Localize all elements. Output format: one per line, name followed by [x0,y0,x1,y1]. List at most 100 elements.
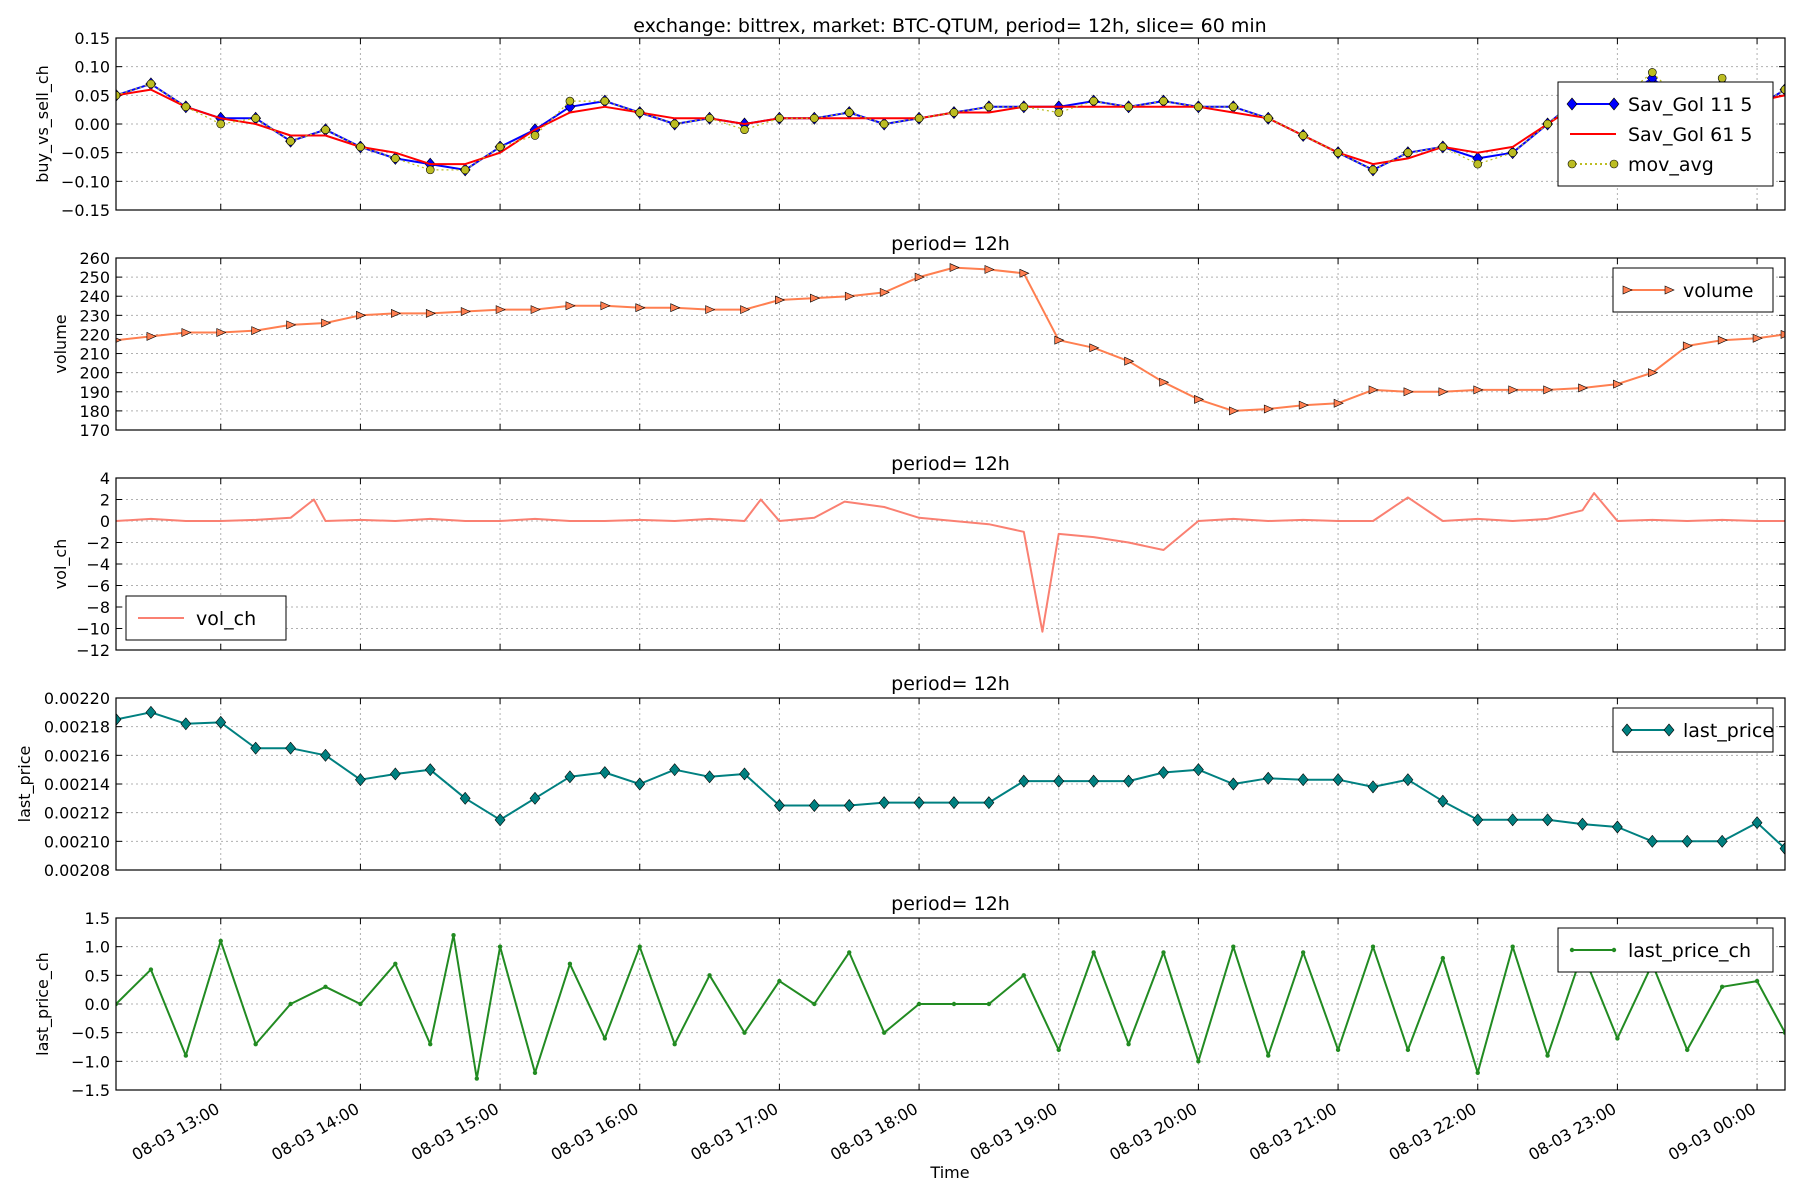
data-point [146,79,156,89]
data-point [181,328,192,337]
data-point [1263,404,1274,414]
y-tick-label: 0.0 [85,995,110,1014]
data-point [216,119,226,129]
data-point [389,767,401,781]
data-point [1300,950,1306,955]
y-tick-label: −10 [76,620,110,639]
legend-marker [1609,159,1619,169]
legend-marker [1567,159,1577,169]
data-point [1019,268,1030,278]
data-point [181,102,191,112]
y-axis-label: buy_vs_sell_ch [33,65,53,183]
y-tick-label: 0.5 [85,966,110,985]
data-point [844,108,854,117]
data-point [879,119,889,129]
data-point [1227,777,1239,791]
y-tick-label: 1.0 [85,938,110,957]
legend-label: Sav_Gol 11 5 [1628,94,1752,116]
legend-label: mov_avg [1628,154,1714,176]
legend-label: last_price_ch [1628,940,1751,962]
x-tick-label: 08-03 19:00 [967,1099,1061,1164]
data-point [705,305,716,315]
data-point [672,1041,677,1047]
data-point [1332,773,1344,787]
y-tick-label: −12 [76,641,110,660]
data-point [808,799,820,812]
data-point [1685,1047,1690,1053]
data-point [474,1076,480,1081]
data-point [775,295,786,305]
y-tick-label: 220 [79,325,110,344]
data-point [914,272,925,282]
data-point [148,967,154,972]
data-point [742,1030,747,1035]
data-point [707,973,712,978]
x-tick-label: 08-03 21:00 [1246,1099,1340,1164]
data-point [777,978,782,984]
plot-frame [115,917,1786,1091]
x-tick-label: 08-03 14:00 [268,1099,362,1164]
data-point [532,1070,538,1076]
data-point [1507,813,1519,827]
data-point [1298,131,1308,140]
data-point [145,705,157,719]
data-point [634,777,646,791]
data-point [984,102,994,112]
data-point [913,796,925,810]
y-tick-label: −0.15 [61,201,110,220]
data-point [1472,813,1484,827]
data-point [1333,398,1344,408]
data-point [1717,73,1727,83]
data-point [1780,329,1785,339]
series-line-last-price-ch [116,934,1785,1080]
data-point [288,1001,293,1007]
panel-title: period= 12h [891,893,1010,915]
legend-label: vol_ch [196,608,256,630]
data-point [1508,385,1519,395]
data-point [1194,394,1205,404]
data-point [1231,944,1236,949]
panel-title: period= 12h [891,673,1010,695]
y-tick-label: −4 [86,555,110,574]
series-group [116,263,1785,416]
plot-frame [115,37,1786,211]
legend-marker [1622,285,1633,295]
data-point [146,331,157,341]
y-tick-label: 0.00210 [44,832,110,851]
data-point [391,308,402,318]
data-point [1615,1036,1620,1041]
panel-title: period= 12h [891,233,1010,255]
legend-label: volume [1683,280,1753,302]
data-point [1262,771,1274,785]
legend-label: last_price [1683,720,1774,742]
data-point [218,938,223,944]
data-point [984,265,995,274]
data-point [844,291,855,301]
data-point [529,791,541,805]
data-point [321,318,332,328]
data-point [916,1001,922,1007]
data-point [116,713,122,726]
y-axis-label: vol_ch [51,539,71,590]
data-point [983,796,995,810]
data-point [1545,1053,1550,1058]
y-tick-label: 0.00214 [44,775,110,794]
data-point [1126,1041,1131,1047]
data-point [1370,944,1376,949]
data-point [1089,343,1100,353]
y-tick-label: 0.00218 [44,718,110,737]
data-point [775,113,784,123]
data-point [1405,1047,1411,1053]
data-point [1751,816,1763,830]
data-point [460,307,471,316]
data-point [948,796,960,810]
data-point [495,142,505,152]
data-point [1053,774,1065,788]
data-point [567,961,573,967]
y-tick-label: 210 [79,345,110,364]
data-point [635,108,645,117]
data-point [1123,774,1134,788]
data-point [1368,385,1379,395]
data-point [1542,813,1553,827]
data-point [1473,159,1483,169]
